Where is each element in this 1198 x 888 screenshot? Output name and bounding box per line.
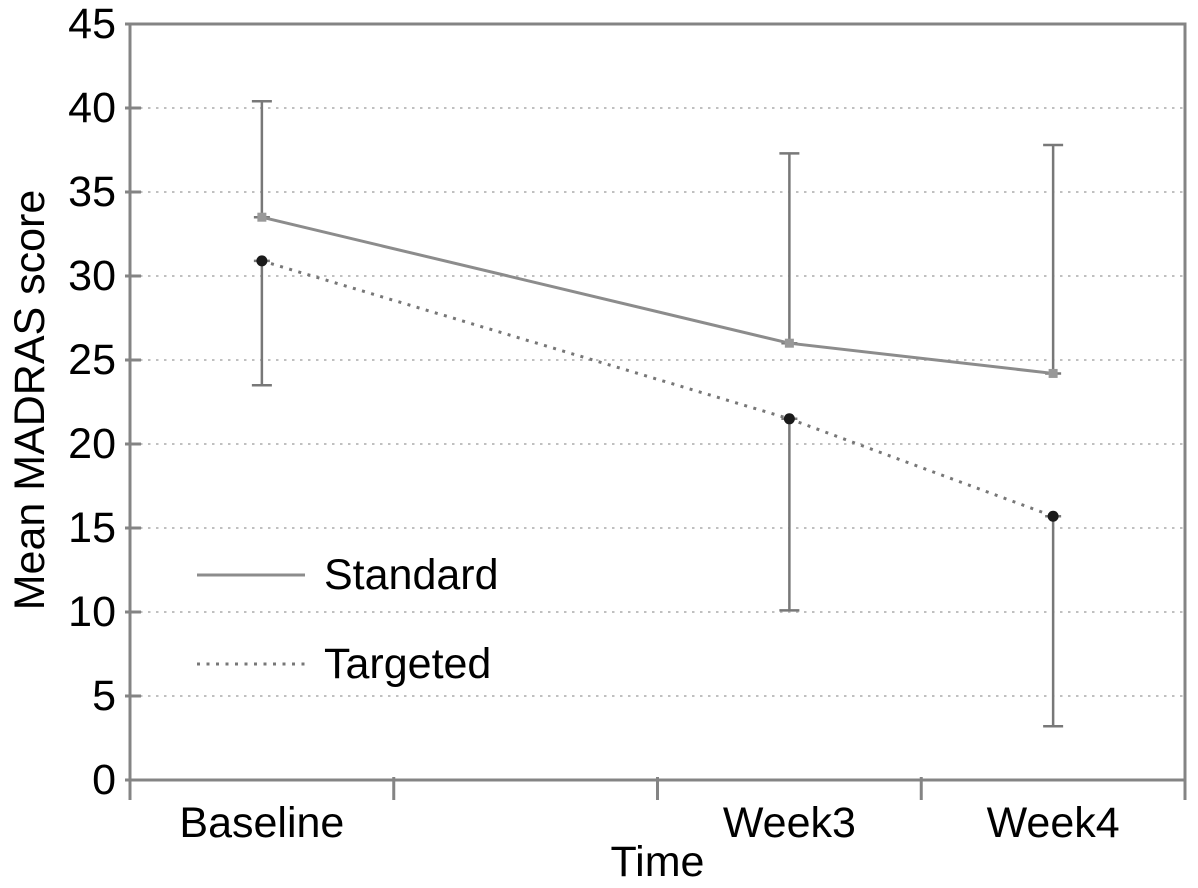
- y-tick-label: 10: [68, 588, 116, 636]
- series-line-targeted: [261, 259, 1054, 518]
- x-category-label: Baseline: [179, 799, 344, 847]
- data-point-marker-standard: [257, 212, 267, 222]
- data-point-marker-standard: [1048, 368, 1058, 378]
- x-axis-title: Time: [611, 838, 705, 886]
- y-axis-title: Mean MADRAS score: [6, 190, 54, 611]
- y-tick-label: 45: [68, 0, 116, 48]
- y-tick-label: 20: [68, 420, 116, 468]
- legend-label-targeted: Targeted: [324, 640, 491, 688]
- data-point-marker-targeted: [1047, 510, 1059, 522]
- data-point-marker-targeted: [783, 413, 795, 425]
- legend-label-standard: Standard: [324, 551, 499, 599]
- plot-frame: [128, 22, 1187, 782]
- y-tick-label: 15: [68, 504, 116, 552]
- y-tick-label: 40: [68, 84, 116, 132]
- data-point-marker-standard: [784, 338, 794, 348]
- x-category-label: Week4: [987, 799, 1120, 847]
- y-tick-label: 0: [92, 756, 116, 804]
- y-tick-label: 30: [68, 252, 116, 300]
- y-tick-label: 25: [68, 336, 116, 384]
- y-tick-label: 35: [68, 168, 116, 216]
- data-point-marker-targeted: [256, 255, 268, 267]
- x-category-label: Week3: [723, 799, 856, 847]
- y-tick-label: 5: [92, 672, 116, 720]
